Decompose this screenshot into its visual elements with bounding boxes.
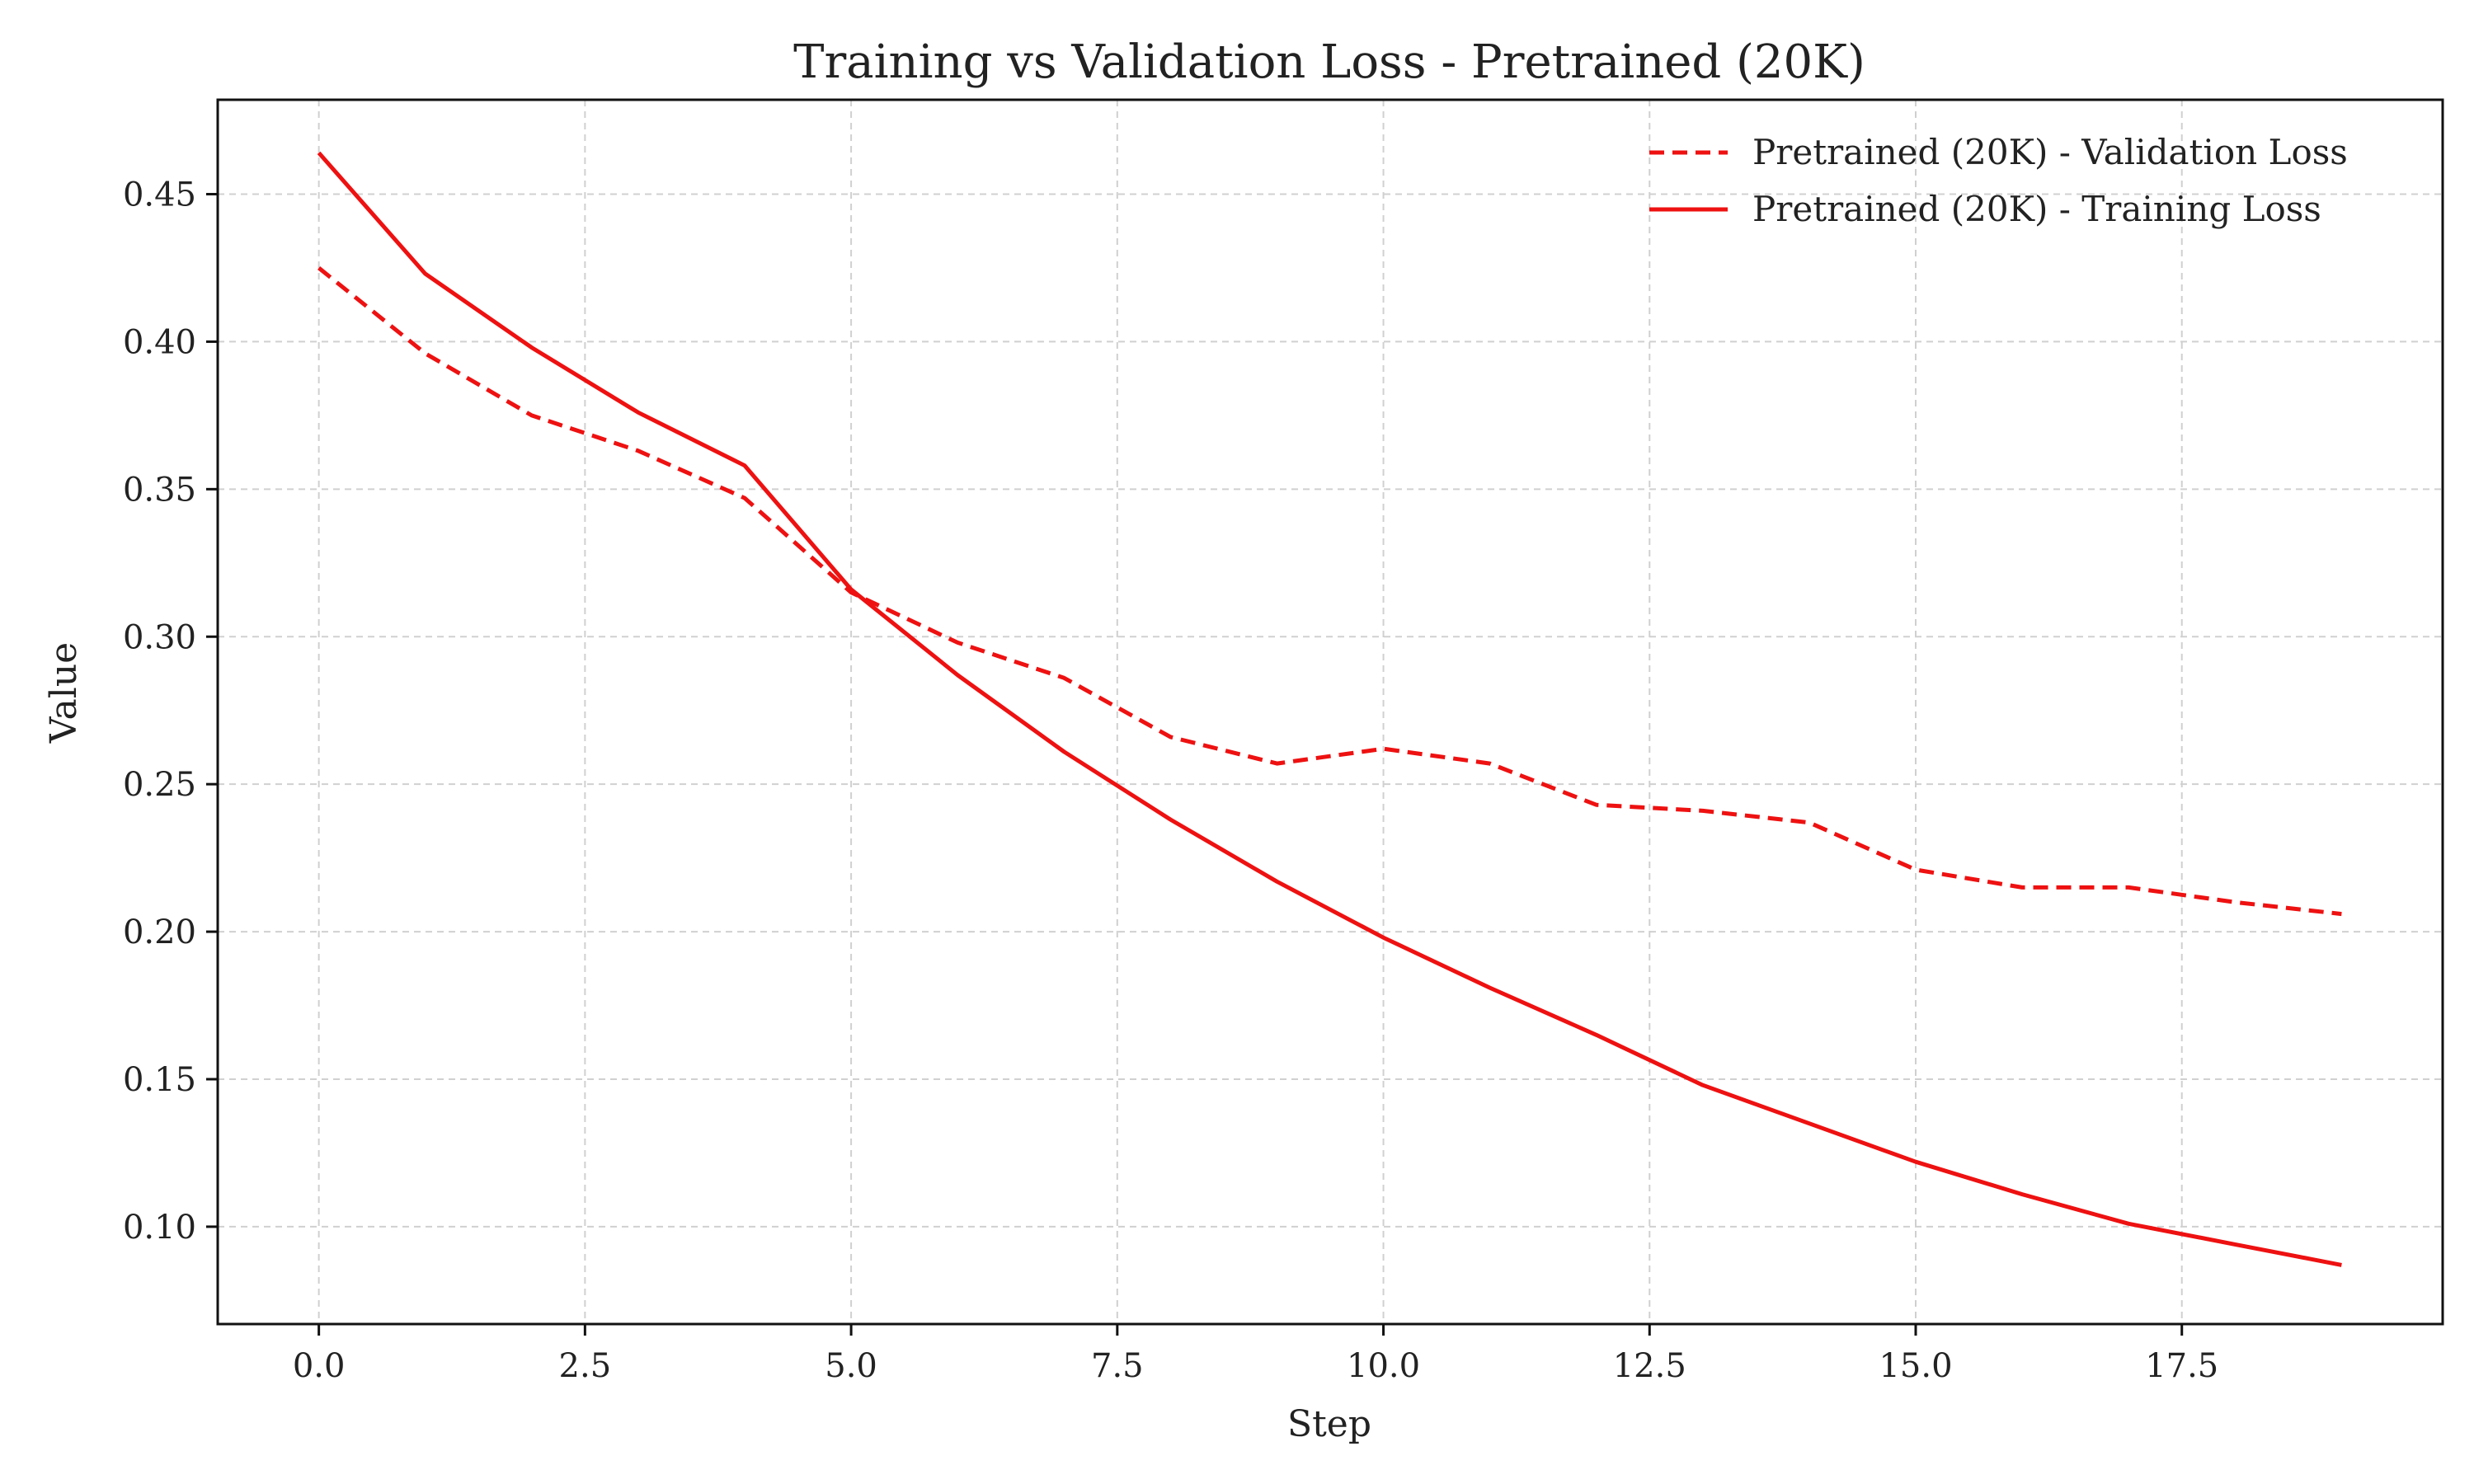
x-tick-label-5: 12.5 <box>1613 1347 1686 1385</box>
y-tick-label-6: 0.40 <box>123 323 196 361</box>
training-loss-line <box>317 151 2342 1267</box>
x-tick-label-6: 15.0 <box>1879 1347 1952 1385</box>
x-tick-label-3: 7.5 <box>1091 1347 1144 1385</box>
y-axis-label: Value <box>43 642 85 744</box>
x-tick-label-1: 2.5 <box>559 1347 612 1385</box>
validation-loss-line <box>317 266 2342 917</box>
x-axis-label: Step <box>1287 1403 1371 1445</box>
y-tick-label-2: 0.20 <box>123 913 196 951</box>
tick-labels: 0.0 2.5 5.0 7.5 10.0 12.5 15.0 17.5 0.10 0.15 0.20… <box>123 176 2218 1385</box>
y-tick-label-0: 0.10 <box>123 1209 196 1247</box>
x-tick-label-4: 10.0 <box>1347 1347 1420 1385</box>
y-tick-label-7: 0.45 <box>123 176 196 214</box>
x-tick-label-7: 17.5 <box>2145 1347 2218 1385</box>
legend-validation-label: Pretrained (20K) - Validation Loss <box>1752 132 2348 172</box>
grid <box>218 100 2443 1324</box>
y-tick-label-3: 0.25 <box>123 766 196 804</box>
x-tick-label-0: 0.0 <box>293 1347 346 1385</box>
y-tick-label-1: 0.15 <box>123 1061 196 1099</box>
legend-training-label: Pretrained (20K) - Training Loss <box>1752 189 2321 229</box>
legend: Pretrained (20K) - Validation Loss Pretr… <box>1649 132 2348 229</box>
series-lines <box>317 151 2342 1267</box>
x-tick-label-2: 5.0 <box>825 1347 877 1385</box>
plot-frame <box>216 98 2444 1326</box>
y-tick-label-5: 0.35 <box>123 471 196 509</box>
y-tick-label-4: 0.30 <box>123 618 196 656</box>
axes <box>206 98 2444 1336</box>
chart-title: Training vs Validation Loss - Pretrained… <box>793 35 1865 89</box>
